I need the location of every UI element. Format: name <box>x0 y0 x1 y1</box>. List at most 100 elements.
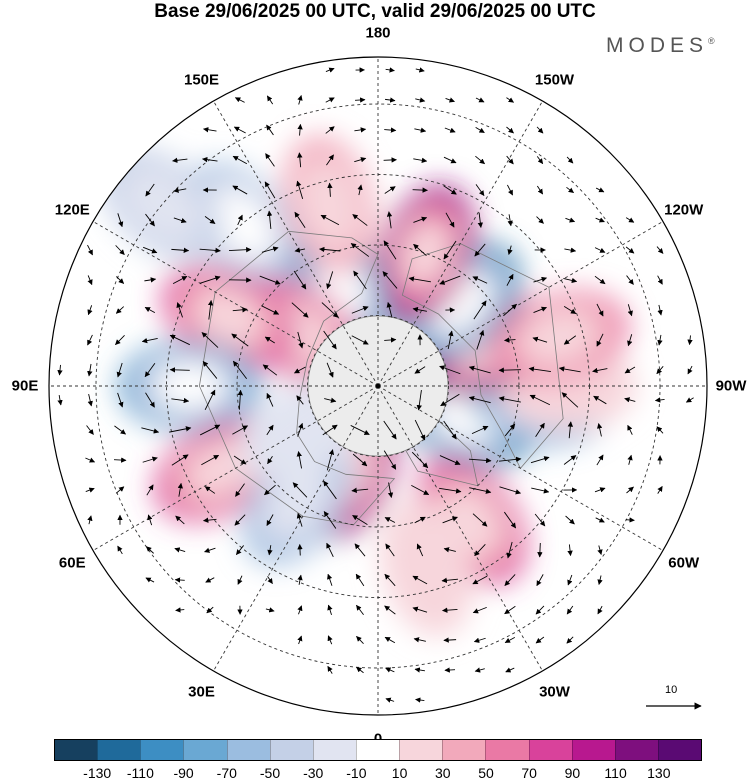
wind-arrow <box>627 304 633 317</box>
wind-arrow <box>202 360 218 379</box>
wind-arrow <box>325 126 335 134</box>
wind-arrow <box>87 334 93 346</box>
wind-arrow <box>264 484 276 496</box>
wind-arrow <box>171 454 189 466</box>
wind-arrow <box>443 637 457 643</box>
wind-arrow <box>199 424 221 436</box>
wind-arrow <box>293 366 306 374</box>
wind-arrow <box>201 156 218 163</box>
meridian-line <box>213 100 379 387</box>
wind-arrow <box>113 457 127 463</box>
wind-arrow <box>507 245 513 255</box>
wind-arrow <box>385 667 395 673</box>
colorbar-swatch <box>528 740 572 760</box>
wind-arrow <box>504 637 516 643</box>
wind-arrow <box>323 511 337 529</box>
wind-arrow <box>325 97 335 103</box>
wind-arrow <box>355 573 365 587</box>
meridian-line <box>92 385 379 551</box>
longitude-label: 150E <box>183 71 220 89</box>
wind-arrow <box>202 517 217 523</box>
wind-arrow <box>385 697 395 703</box>
wind-arrow <box>503 511 517 529</box>
wind-arrow <box>627 424 633 435</box>
longitude-label: 90W <box>715 377 747 395</box>
wind-arrow <box>626 486 634 494</box>
colorbar-swatch <box>183 740 227 760</box>
colorbar-tick-label: -110 <box>126 765 154 781</box>
wind-arrow <box>506 155 514 165</box>
wind-arrow <box>385 97 396 103</box>
wind-vectors <box>57 67 694 703</box>
wind-arrow <box>87 275 93 286</box>
reference-vector-label: 10 <box>665 684 678 696</box>
colorbar-tick-label: -90 <box>173 765 194 781</box>
wind-arrow <box>233 455 247 465</box>
wind-arrow <box>354 157 367 163</box>
colorbar-tick-label: -10 <box>346 765 367 781</box>
wind-arrow <box>87 363 93 377</box>
wind-arrow <box>498 367 522 373</box>
wind-arrow <box>294 211 306 229</box>
wind-arrow <box>204 389 216 411</box>
coastline <box>198 230 396 526</box>
wind-arrow <box>321 302 339 318</box>
wind-arrow <box>57 364 63 376</box>
wind-arrow <box>352 453 368 467</box>
anomaly-contour <box>519 309 600 366</box>
wind-arrow <box>171 397 190 404</box>
wind-arrow <box>566 186 574 194</box>
anomaly-contour <box>296 157 362 252</box>
wind-arrow <box>654 397 665 403</box>
wind-arrow <box>322 424 338 436</box>
colorbar <box>54 739 702 761</box>
wind-arrow <box>444 127 456 133</box>
colorbar-swatch <box>55 740 98 760</box>
wind-arrow <box>144 277 157 283</box>
wind-arrow <box>385 543 395 557</box>
wind-arrow <box>595 187 605 193</box>
wind-arrow <box>412 575 428 585</box>
wind-arrow <box>144 306 156 314</box>
wind-arrow <box>596 303 604 317</box>
wind-arrow <box>262 364 278 376</box>
wind-arrow <box>386 211 393 229</box>
wind-arrow <box>469 487 492 494</box>
wind-arrow <box>476 329 485 350</box>
wind-arrow <box>443 185 457 195</box>
wind-arrow <box>685 397 694 403</box>
wind-arrow <box>171 247 190 253</box>
wind-arrow <box>472 276 488 284</box>
wind-arrow <box>87 393 93 407</box>
wind-arrow <box>439 275 461 285</box>
wind-arrow <box>563 306 577 314</box>
wind-arrow <box>565 515 575 525</box>
wind-arrow <box>627 454 633 465</box>
wind-arrow <box>87 305 93 316</box>
meridian-line <box>213 385 379 672</box>
meridian-line <box>92 221 379 387</box>
wind-arrow <box>412 187 428 193</box>
wind-arrow <box>563 277 578 284</box>
wind-arrow <box>597 575 603 586</box>
wind-arrow <box>506 97 515 103</box>
wind-arrow <box>504 423 516 437</box>
meridian-line <box>377 100 543 387</box>
map-disc <box>49 57 707 715</box>
wind-arrow <box>536 574 544 587</box>
wind-arrow <box>529 394 551 406</box>
wind-arrow <box>593 395 607 405</box>
wind-arrow <box>232 307 248 313</box>
wind-arrow <box>384 127 397 133</box>
wind-arrow <box>231 333 249 347</box>
wind-arrow <box>507 214 513 227</box>
anomaly-contour <box>402 221 451 286</box>
colorbar-tick-label: -130 <box>83 765 112 781</box>
wind-arrow <box>142 456 158 463</box>
wind-arrow <box>656 246 664 254</box>
wind-arrow <box>416 389 422 411</box>
wind-arrow <box>566 605 574 615</box>
colorbar-tick-label: 50 <box>478 765 494 781</box>
wind-arrow <box>228 247 252 253</box>
wind-arrow <box>415 697 425 703</box>
